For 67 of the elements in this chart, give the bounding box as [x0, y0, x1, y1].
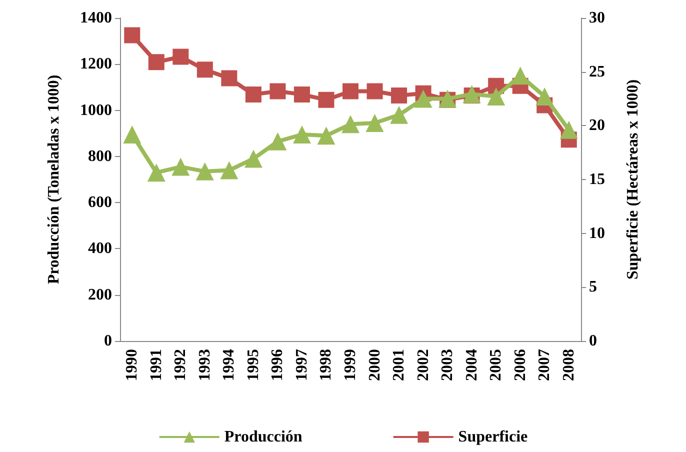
point [342, 83, 358, 100]
point [245, 86, 262, 102]
point [366, 83, 383, 100]
point [487, 87, 506, 106]
x-tick-label: 1991 [148, 349, 165, 381]
y-tick-label: 400 [88, 240, 112, 258]
y-tick-label: 1200 [80, 56, 112, 73]
point [391, 88, 408, 104]
point [124, 27, 140, 44]
legend-label: Producción [224, 428, 302, 446]
point [196, 162, 214, 180]
point [123, 126, 142, 144]
y2-axis-title: Superficie (Hectáreas x 1000) [624, 79, 642, 280]
x-tick-label: 2002 [414, 349, 432, 381]
point [511, 66, 530, 85]
y2-tick-label: 30 [589, 10, 605, 26]
point [342, 115, 360, 134]
x-tick-label: 2006 [512, 349, 529, 381]
point [220, 161, 238, 180]
y-tick-label: 600 [88, 194, 112, 212]
point [196, 62, 213, 78]
point [317, 126, 336, 145]
y-axis-title: Producción (Toneladas x 1000) [46, 74, 62, 284]
x-tick-label: 1995 [244, 349, 262, 381]
x-tick-label: 2008 [560, 349, 578, 381]
y-tick-label: 0 [104, 332, 112, 350]
x-tick-label: 1990 [124, 349, 141, 381]
x-tick-label: 1997 [293, 349, 310, 381]
point [221, 70, 238, 86]
y2-tick-label: 5 [589, 278, 597, 296]
point [366, 114, 384, 132]
point [172, 48, 189, 65]
y2-tick-label: 20 [589, 117, 605, 134]
x-tick-label: 2000 [366, 349, 384, 381]
x-tick-label: 1993 [196, 349, 214, 381]
point [148, 54, 164, 70]
point [414, 90, 432, 108]
x-tick-label: 1999 [342, 349, 359, 381]
y-tick-label: 1000 [80, 102, 112, 119]
y2-tick-label: 0 [589, 332, 597, 350]
legend-label: Superficie [458, 428, 528, 446]
x-tick-label: 1994 [220, 349, 238, 381]
point [268, 132, 287, 150]
x-tick-label: 2004 [463, 349, 480, 381]
y-tick-label: 1400 [80, 10, 112, 26]
x-tick-label: 2001 [390, 349, 408, 381]
point [536, 87, 554, 106]
point [292, 126, 311, 144]
x-tick-label: 1998 [318, 349, 335, 381]
point [270, 83, 286, 100]
y-tick-label: 800 [88, 148, 112, 165]
x-tick-label: 2003 [439, 349, 456, 381]
point [244, 150, 262, 168]
y2-tick-label: 15 [589, 171, 605, 188]
x-tick-label: 2007 [536, 349, 554, 381]
x-tick-label: 1996 [269, 349, 286, 381]
y2-tick-label: 10 [589, 224, 605, 242]
point [294, 86, 310, 102]
point [172, 158, 190, 176]
y-tick-label: 200 [88, 286, 112, 304]
point [390, 106, 408, 124]
x-tick-label: 2005 [488, 349, 505, 381]
x-tick-label: 1992 [172, 349, 190, 381]
point [560, 120, 578, 139]
point [147, 164, 166, 182]
point [318, 92, 334, 108]
y2-tick-label: 25 [589, 63, 605, 80]
